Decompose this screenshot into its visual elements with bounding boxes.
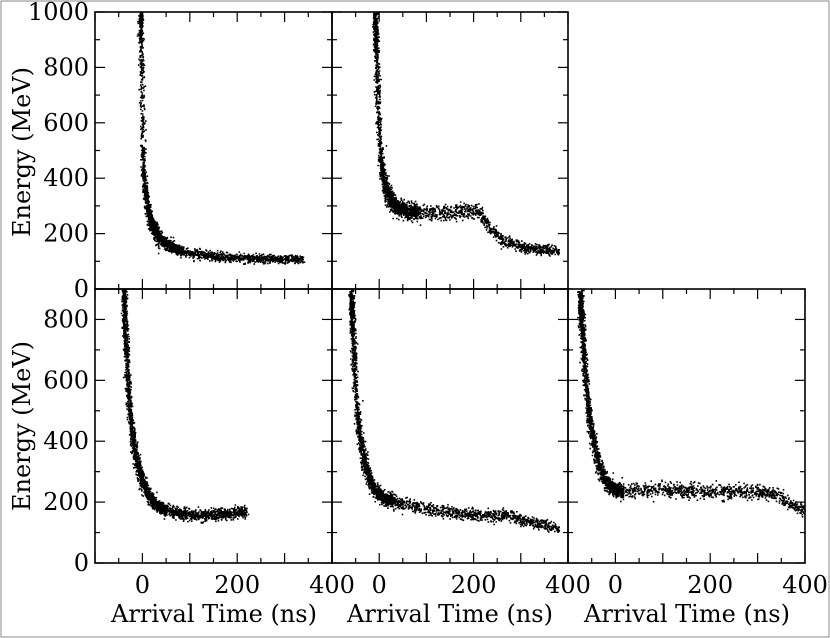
x-tick-label: 0 [608,571,623,599]
y-axis-label-bottom: Energy (MeV) [8,341,36,511]
x-axis-label-right: Arrival Time (ns) [583,600,790,628]
y-tick-label: 200 [43,220,89,248]
y-tick-label: 800 [43,53,89,81]
x-tick-label: 0 [372,571,387,599]
scatter-points [136,12,306,265]
y-tick-label: 400 [43,164,89,192]
y-tick-label: 200 [43,488,89,516]
x-tick-label: 400 [309,571,355,599]
y-axis-label-top: Energy (MeV) [8,67,36,237]
axis-labels-group: Energy (MeV) Energy (MeV) Arrival Time (… [8,67,790,628]
panel-bottom-middle: 0 200 400 [331,288,591,599]
x-axis-label-middle: Arrival Time (ns) [346,600,553,628]
y-tick-label: 1000 [28,0,89,26]
y-tick-label: 600 [43,109,89,137]
y-tick-label: 0 [74,275,89,303]
y-tick-label: 400 [43,427,89,455]
y-tick-label: 0 [74,549,89,577]
panel-bottom-left: 0 200 400 0 200 400 600 800 [43,288,355,599]
y-tick-label: 600 [43,366,89,394]
y-tick-label: 800 [43,305,89,333]
x-tick-label: 400 [782,571,828,599]
x-tick-label: 400 [545,571,591,599]
x-tick-label: 200 [687,571,733,599]
x-tick-label: 200 [214,571,260,599]
panel-bottom-right: 0 200 400 [567,288,828,599]
x-axis-label-left: Arrival Time (ns) [110,600,317,628]
scatter-point-cloud [136,12,306,265]
x-tick-label: 200 [451,571,497,599]
x-tick-label: 0 [135,571,150,599]
